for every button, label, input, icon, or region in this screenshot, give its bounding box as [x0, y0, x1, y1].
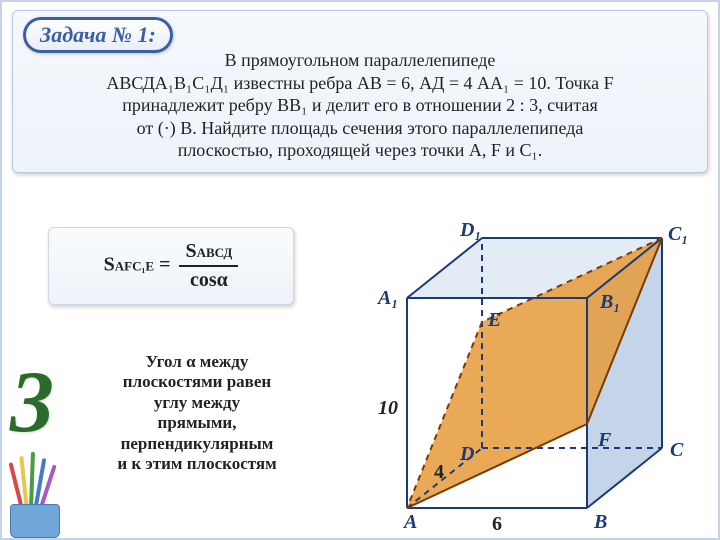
formula-num-S: S: [185, 240, 196, 262]
edge-label-AA1: 10: [378, 397, 398, 419]
edge-label-AB: 6: [492, 513, 502, 532]
vertex-label-A1: А₁: [376, 287, 398, 309]
vertex-label-D1: D₁: [459, 219, 481, 241]
vertex-label-F: F: [597, 429, 612, 451]
diagram-svg: А В С D А₁ В₁ С₁ D₁ Е F 6 4 10: [332, 212, 712, 532]
formula: SAFC₁E = SАВСД cosα: [104, 240, 239, 292]
task-badge: Задача № 1:: [23, 17, 173, 53]
problem-card: Задача № 1: В прямоугольном параллелепип…: [12, 10, 708, 173]
note-l3: углу между: [154, 393, 240, 412]
problem-line3: принадлежит ребру ВВ₁ и делит его в отно…: [122, 95, 598, 115]
formula-den: cosα: [179, 267, 238, 292]
page: Задача № 1: В прямоугольном параллелепип…: [0, 0, 720, 540]
note-l1: Угол α между: [146, 352, 249, 371]
note-l2: плоскостями равен: [123, 372, 271, 391]
vertex-label-D: D: [459, 443, 474, 465]
problem-text: В прямоугольном параллелепипеде АВСДА₁В₁…: [23, 49, 697, 162]
pencil-cup-icon: [2, 448, 72, 538]
vertex-label-C: С: [670, 439, 684, 461]
formula-fraction: SАВСД cosα: [179, 240, 238, 292]
vertex-label-C1: С₁: [668, 223, 688, 245]
problem-line5: плоскостью, проходящей через точки А, F …: [178, 140, 543, 160]
formula-S: S: [104, 254, 115, 276]
formula-left-sub: AFC₁E: [115, 259, 154, 274]
big-number-3: 3: [10, 352, 54, 453]
formula-eq: =: [159, 254, 170, 276]
vertex-label-A: А: [402, 511, 417, 532]
formula-card: SAFC₁E = SАВСД cosα: [48, 227, 294, 305]
problem-line4: от (·) В. Найдите площадь сечения этого …: [137, 118, 584, 138]
problem-line2: АВСДА₁В₁С₁Д₁ известны ребра АВ = 6, АД =…: [106, 73, 613, 93]
angle-note: Угол α между плоскостями равен углу межд…: [72, 352, 322, 474]
formula-num-sub: АВСД: [197, 245, 233, 260]
vertex-label-B: В: [593, 511, 607, 532]
parallelepiped-diagram: А В С D А₁ В₁ С₁ D₁ Е F 6 4 10: [332, 212, 712, 532]
edge-label-AD: 4: [434, 461, 444, 483]
note-l5: перпендикулярным: [121, 434, 274, 453]
vertex-label-E: Е: [487, 309, 501, 331]
vertex-label-B1: В₁: [599, 291, 620, 313]
note-l4: прямыми,: [158, 413, 237, 432]
problem-line1: В прямоугольном параллелепипеде: [225, 50, 496, 70]
note-l6: и к этим плоскостям: [117, 454, 276, 473]
